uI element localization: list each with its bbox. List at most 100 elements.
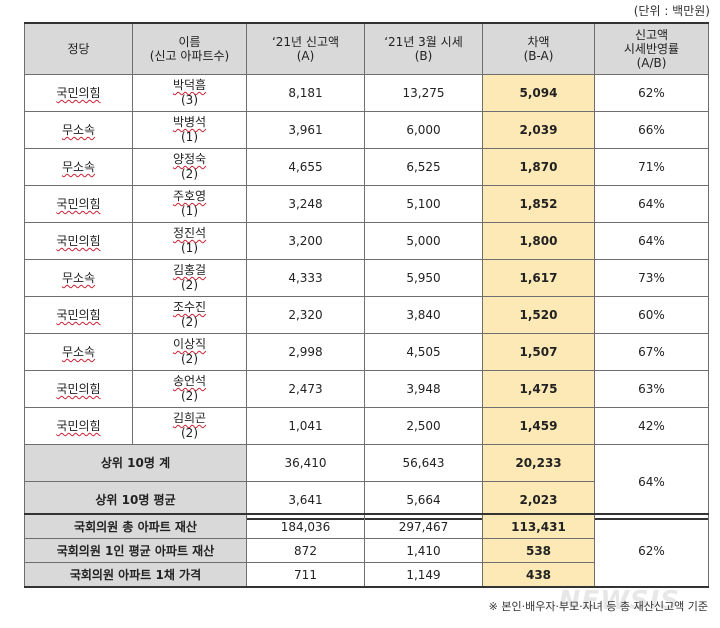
party-label: 국민의힘 (56, 86, 101, 100)
table-row: 국민의힘 박덕흠 (3) 8,181 13,275 5,094 62% (24, 74, 709, 112)
apartment-count: (2) (181, 278, 198, 292)
party-label: 무소속 (61, 345, 96, 359)
summary-ratio: 64% (594, 444, 709, 520)
member-name: 송언석 (172, 374, 207, 388)
declared-cell: 1,041 (246, 407, 365, 445)
summary-total-diff: 20,233 (482, 444, 595, 482)
ratio-cell: 60% (594, 296, 709, 334)
assembly-label: 국회의원 1인 평균 아파트 재산 (24, 538, 247, 563)
assembly-row: 국회의원 총 아파트 재산 184,036 297,467 113,431 62% (24, 513, 709, 588)
party-cell: 무소속 (24, 259, 133, 297)
member-name: 정진석 (172, 226, 207, 240)
summary-total-row: 상위 10명 계 36,410 56,643 20,233 64% (24, 444, 709, 520)
apartment-count: (3) (181, 93, 198, 107)
market-cell: 4,505 (364, 333, 483, 371)
declared-cell: 4,333 (246, 259, 365, 297)
member-name: 양정숙 (172, 152, 207, 166)
member-name: 김희곤 (172, 411, 207, 425)
ratio-cell: 73% (594, 259, 709, 297)
name-cell: 양정숙 (2) (132, 148, 247, 186)
name-cell: 정진석 (1) (132, 222, 247, 260)
assembly-declared: 711 (246, 562, 365, 588)
party-cell: 국민의힘 (24, 74, 133, 112)
footnote: ※ 본인·배우자·부모·자녀 등 총 재산신고액 기준 (488, 600, 708, 613)
party-cell: 국민의힘 (24, 407, 133, 445)
declared-cell: 2,998 (246, 333, 365, 371)
party-label: 무소속 (61, 160, 96, 174)
member-name: 박병석 (172, 115, 207, 129)
party-cell: 국민의힘 (24, 370, 133, 408)
name-cell: 박병석 (1) (132, 111, 247, 149)
diff-cell: 1,870 (482, 148, 595, 186)
party-label: 국민의힘 (56, 382, 101, 396)
column-header-5: 신고액 시세반영률 (A/B) (594, 22, 709, 75)
market-cell: 2,500 (364, 407, 483, 445)
apartment-count: (2) (181, 389, 198, 403)
market-cell: 3,948 (364, 370, 483, 408)
party-label: 국민의힘 (56, 419, 101, 433)
table-row: 국민의힘 주호영 (1) 3,248 5,100 1,852 64% (24, 185, 709, 223)
ratio-cell: 67% (594, 333, 709, 371)
ratio-cell: 71% (594, 148, 709, 186)
party-label: 국민의힘 (56, 234, 101, 248)
party-label: 국민의힘 (56, 197, 101, 211)
assembly-declared: 872 (246, 538, 365, 563)
assembly-row: 국회의원 1인 평균 아파트 재산 872 1,410 538 (24, 538, 709, 563)
market-cell: 13,275 (364, 74, 483, 112)
assembly-ratio: 62% (594, 513, 709, 588)
declared-cell: 2,320 (246, 296, 365, 334)
ratio-cell: 62% (594, 74, 709, 112)
table-body: 국민의힘 박덕흠 (3) 8,181 13,275 5,094 62% 무소속 박병석 (1) 3,… (24, 74, 709, 445)
diff-cell: 1,475 (482, 370, 595, 408)
market-cell: 3,840 (364, 296, 483, 334)
diff-cell: 1,507 (482, 333, 595, 371)
header-row: 정당 이름 (신고 아파트수) ‘21년 신고액 (A) ‘21년 3월 시세 (B) 차액(… (24, 22, 709, 75)
party-label: 무소속 (61, 271, 96, 285)
name-cell: 김홍걸 (2) (132, 259, 247, 297)
party-cell: 국민의힘 (24, 185, 133, 223)
party-cell: 무소속 (24, 148, 133, 186)
diff-cell: 1,617 (482, 259, 595, 297)
summary-total-declared: 36,410 (246, 444, 365, 482)
declared-cell: 8,181 (246, 74, 365, 112)
name-cell: 이상직 (2) (132, 333, 247, 371)
party-label: 국민의힘 (56, 308, 101, 322)
diff-cell: 2,039 (482, 111, 595, 149)
market-cell: 5,000 (364, 222, 483, 260)
declared-cell: 3,200 (246, 222, 365, 260)
watermark-logo: NEWSIS (558, 586, 680, 616)
member-name: 주호영 (172, 189, 207, 203)
column-header-4: 차액 (B-A) (482, 22, 595, 75)
table-row: 무소속 김홍걸 (2) 4,333 5,950 1,617 73% (24, 259, 709, 297)
table-row: 국민의힘 정진석 (1) 3,200 5,000 1,800 64% (24, 222, 709, 260)
diff-cell: 1,520 (482, 296, 595, 334)
ratio-cell: 66% (594, 111, 709, 149)
apartment-count: (1) (181, 241, 198, 255)
assembly-diff: 538 (482, 538, 595, 563)
name-cell: 주호영 (1) (132, 185, 247, 223)
name-cell: 박덕흠 (3) (132, 74, 247, 112)
column-header-3: ‘21년 3월 시세 (B) (364, 22, 483, 75)
declared-cell: 3,248 (246, 185, 365, 223)
assembly-declared: 184,036 (246, 513, 365, 539)
declared-cell: 2,473 (246, 370, 365, 408)
table-row: 무소속 양정숙 (2) 4,655 6,525 1,870 71% (24, 148, 709, 186)
assembly-diff: 113,431 (482, 513, 595, 539)
table-row: 국민의힘 조수진 (2) 2,320 3,840 1,520 60% (24, 296, 709, 334)
table-row: 국민의힘 김희곤 (2) 1,041 2,500 1,459 42% (24, 407, 709, 445)
member-name: 조수진 (172, 300, 207, 314)
market-cell: 6,000 (364, 111, 483, 149)
ratio-cell: 64% (594, 222, 709, 260)
apartment-count: (2) (181, 315, 198, 329)
summary-total-label: 상위 10명 계 (24, 444, 247, 482)
column-header-0: 정당 (24, 22, 133, 75)
summary-total-market: 56,643 (364, 444, 483, 482)
table-row: 무소속 박병석 (1) 3,961 6,000 2,039 66% (24, 111, 709, 149)
party-cell: 무소속 (24, 111, 133, 149)
party-cell: 무소속 (24, 333, 133, 371)
ratio-cell: 63% (594, 370, 709, 408)
assembly-market: 1,149 (364, 562, 483, 588)
name-cell: 조수진 (2) (132, 296, 247, 334)
apartment-count: (1) (181, 204, 198, 218)
diff-cell: 1,852 (482, 185, 595, 223)
